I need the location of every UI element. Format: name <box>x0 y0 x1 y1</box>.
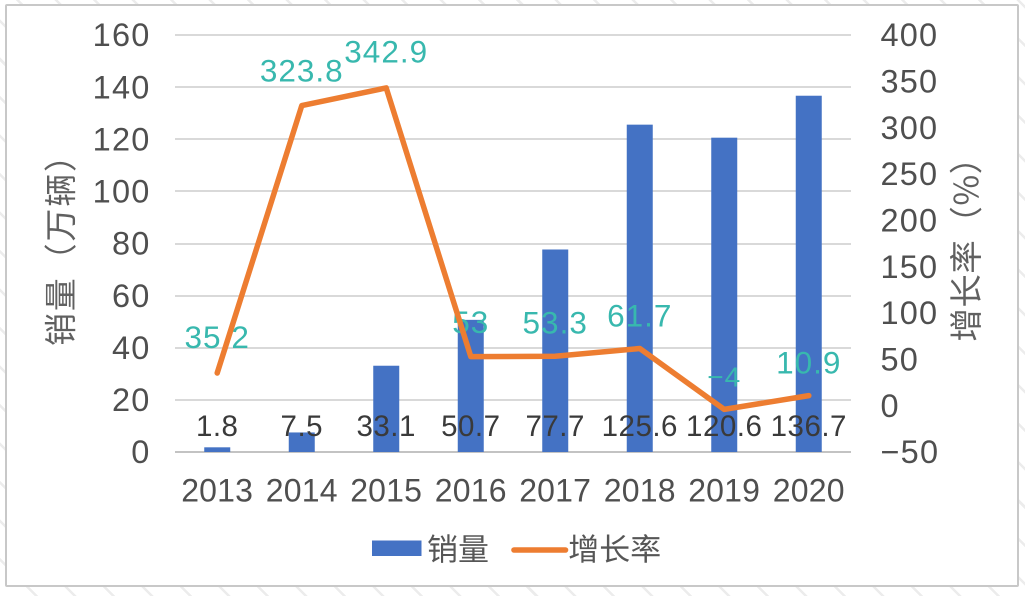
svg-text:200: 200 <box>881 203 939 239</box>
svg-text:53.3: 53.3 <box>523 305 588 341</box>
svg-text:35.2: 35.2 <box>185 319 250 355</box>
svg-text:125.6: 125.6 <box>602 410 678 443</box>
svg-text:342.9: 342.9 <box>344 34 428 70</box>
svg-text:−4: −4 <box>707 362 741 393</box>
svg-text:2015: 2015 <box>350 473 422 509</box>
svg-text:2018: 2018 <box>604 473 676 509</box>
svg-text:300: 300 <box>881 110 939 146</box>
svg-text:0: 0 <box>131 434 150 470</box>
svg-text:60: 60 <box>112 278 151 314</box>
svg-text:20: 20 <box>112 382 151 418</box>
svg-text:140: 140 <box>93 69 151 105</box>
svg-text:2020: 2020 <box>773 473 845 509</box>
svg-text:150: 150 <box>881 249 939 285</box>
svg-text:400: 400 <box>881 17 939 53</box>
svg-text:136.7: 136.7 <box>771 410 847 443</box>
svg-text:120.6: 120.6 <box>686 410 762 443</box>
svg-text:2017: 2017 <box>519 473 591 509</box>
svg-text:2016: 2016 <box>435 473 507 509</box>
svg-text:33.1: 33.1 <box>356 410 415 443</box>
svg-text:350: 350 <box>881 64 939 100</box>
svg-text:7.5: 7.5 <box>281 410 324 443</box>
svg-text:10.9: 10.9 <box>776 345 841 381</box>
svg-text:50: 50 <box>881 342 920 378</box>
svg-text:40: 40 <box>112 330 151 366</box>
svg-text:80: 80 <box>112 226 151 262</box>
svg-text:250: 250 <box>881 156 939 192</box>
svg-text:160: 160 <box>93 17 151 53</box>
svg-text:323.8: 323.8 <box>260 53 344 89</box>
svg-text:2019: 2019 <box>688 473 760 509</box>
svg-text:77.7: 77.7 <box>525 410 584 443</box>
svg-text:61.7: 61.7 <box>607 298 672 334</box>
svg-text:100: 100 <box>93 174 151 210</box>
svg-text:1.8: 1.8 <box>196 410 239 443</box>
svg-text:120: 120 <box>93 121 151 157</box>
svg-text:2014: 2014 <box>266 473 338 509</box>
svg-text:−50: −50 <box>881 434 940 470</box>
svg-text:0: 0 <box>881 388 900 424</box>
svg-text:100: 100 <box>881 295 939 331</box>
svg-text:2013: 2013 <box>181 473 253 509</box>
svg-text:50.7: 50.7 <box>441 410 500 443</box>
